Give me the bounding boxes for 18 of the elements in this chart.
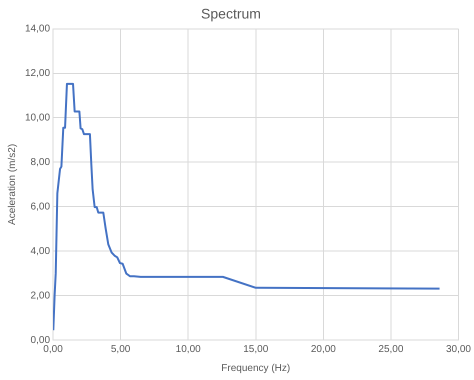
y-axis-title: Aceleration (m/s2) (6, 144, 18, 225)
x-tick-label: 10,00 (176, 344, 202, 355)
y-tick-label: 0,00 (30, 334, 50, 346)
x-tick-label: 30,00 (446, 344, 472, 355)
y-tick-label: 4,00 (30, 246, 50, 257)
y-tick-label: 14,00 (24, 24, 50, 35)
x-tick-label: 5,00 (110, 344, 131, 355)
x-tick-label: 15,00 (243, 344, 269, 355)
y-tick-label: 2,00 (30, 290, 50, 302)
chart-title: Spectrum (201, 5, 261, 22)
y-tick-label: 6,00 (30, 201, 50, 212)
y-tick-label: 12,00 (24, 68, 50, 80)
x-tick-label: 25,00 (378, 344, 404, 355)
x-tick-label: 0,00 (43, 344, 64, 355)
y-tick-label: 10,00 (24, 112, 50, 124)
x-tick-label: 20,00 (310, 344, 336, 355)
x-axis-title: Frequency (Hz) (221, 362, 290, 374)
y-tick-label: 8,00 (30, 156, 50, 168)
